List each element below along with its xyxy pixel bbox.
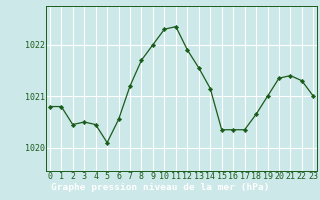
Text: Graphe pression niveau de la mer (hPa): Graphe pression niveau de la mer (hPa): [51, 183, 269, 192]
